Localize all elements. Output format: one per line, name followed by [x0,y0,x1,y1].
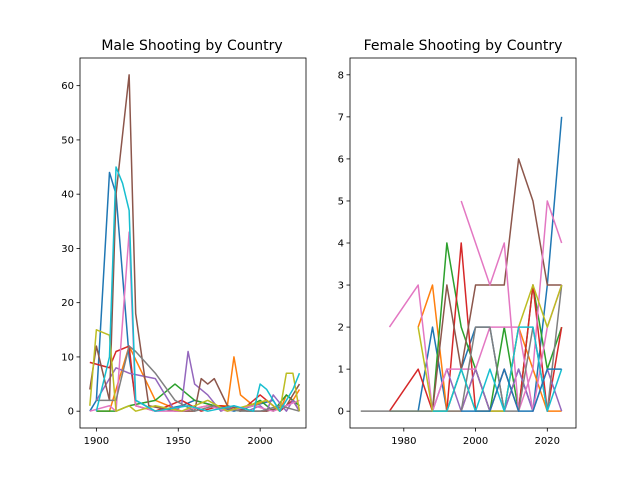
y-tick-label: 60 [61,81,74,92]
series-line [89,231,300,412]
y-tick-label: 6 [338,154,344,165]
x-tick-label: 1950 [166,436,191,447]
male-shooting-chart: Male Shooting by Country 1900 1950 2000 0 10… [61,38,307,447]
series-line [96,345,301,412]
y-tick-label: 7 [338,112,344,123]
axis-ticks: 1980 2000 2020 0 1 2 3 4 5 6 7 8 [338,70,560,447]
chart-title: Male Shooting by Country [101,38,282,54]
series-line [461,368,562,412]
plot-area [360,116,563,412]
x-tick-label: 1980 [391,436,416,447]
y-tick-label: 30 [61,244,74,255]
y-tick-label: 3 [338,281,344,292]
y-tick-label: 8 [338,70,344,81]
x-tick-label: 2020 [535,436,560,447]
female-shooting-chart: Female Shooting by Country 1980 2000 2020 0… [338,38,577,447]
series-line [89,329,301,412]
x-tick-label: 2000 [463,436,488,447]
series-line [95,350,301,412]
axis-ticks: 1900 1950 2000 0 10 20 30 40 50 60 [61,81,273,447]
y-tick-label: 20 [61,298,74,309]
y-tick-label: 10 [61,352,74,363]
series-line [431,158,562,412]
x-tick-label: 1900 [84,436,109,447]
series-line [95,166,301,412]
y-tick-label: 40 [61,190,74,201]
y-tick-label: 4 [338,239,344,250]
y-tick-label: 2 [338,323,344,334]
axes-frame [79,57,307,429]
chart-title: Female Shooting by Country [364,38,563,54]
y-tick-label: 0 [68,407,74,418]
plot-area [89,74,301,412]
y-tick-label: 0 [338,407,344,418]
y-tick-label: 5 [338,196,344,207]
x-tick-label: 2000 [247,436,272,447]
y-tick-label: 1 [338,365,344,376]
y-tick-label: 50 [61,135,74,146]
series-line [388,284,563,412]
